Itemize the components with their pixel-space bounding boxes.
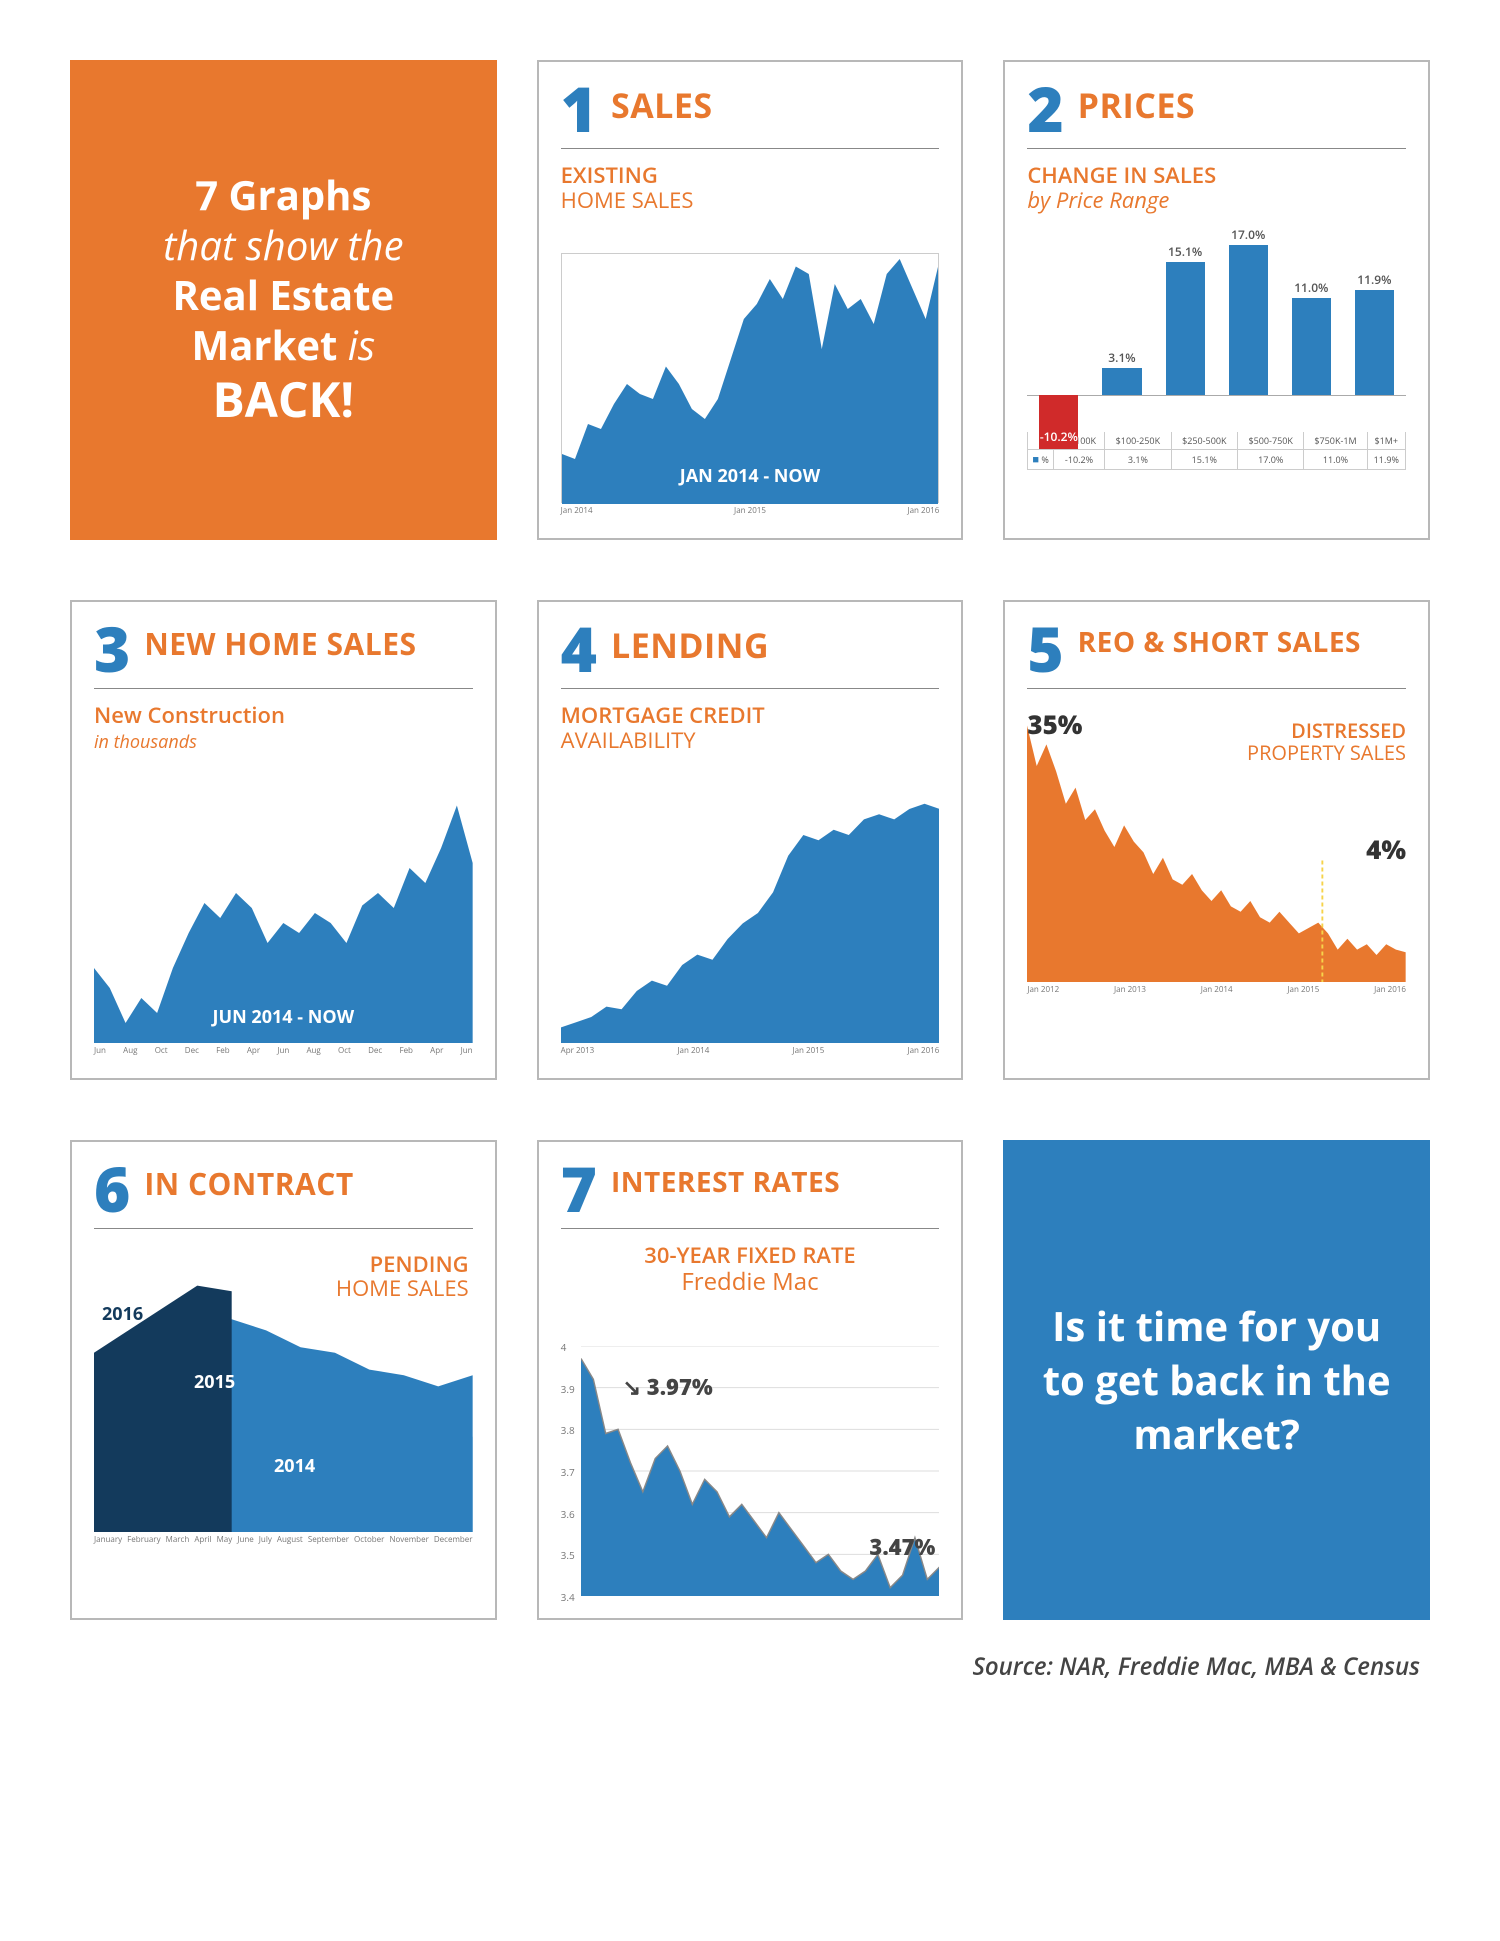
- panel-rates-subtitle: 30-YEAR FIXED RATE Freddie Mac: [561, 1243, 940, 1296]
- panel-contract: 6 IN CONTRACT PENDINGHOME SALES 2016 2015 2…: [70, 1140, 497, 1620]
- panel-reo-title: REO & SHORT SALES: [1078, 622, 1361, 657]
- contract-chart: PENDINGHOME SALES 2016 2015 2014 JanuaryFebr…: [94, 1252, 473, 1596]
- newhome-chart: JUN 2014 - NOW JunAugOctDecFebAprJunAugOc…: [94, 793, 473, 1056]
- divider: [94, 688, 473, 689]
- panel-contract-number: 6: [94, 1162, 130, 1218]
- rates-chart: 43.93.83.73.63.53.4↘ 3.97%3.47%: [561, 1346, 940, 1596]
- reo-subtitle: DISTRESSEDPROPERTY SALES: [1247, 720, 1406, 764]
- panel-newhome-header: 3 NEW HOME SALES: [94, 622, 473, 678]
- panel-lending-title: LENDING: [611, 622, 769, 664]
- label-2014: 2014: [274, 1454, 315, 1478]
- panel-contract-header: 6 IN CONTRACT: [94, 1162, 473, 1218]
- price-bar: 11.0%: [1280, 298, 1343, 395]
- intro-is: is: [348, 317, 375, 372]
- price-bar: 3.1%: [1090, 368, 1153, 395]
- panel-sales-title: SALES: [611, 82, 713, 124]
- outro-text: Is it time for you to get back in the ma…: [1033, 1299, 1400, 1461]
- divider: [1027, 688, 1406, 689]
- x-axis: Jan 2014Jan 2015Jan 2016: [561, 505, 940, 516]
- divider: [561, 1228, 940, 1229]
- intro-line4: BACK!: [213, 367, 355, 432]
- divider: [561, 148, 940, 149]
- label-2015: 2015: [194, 1370, 235, 1394]
- panel-prices-number: 2: [1027, 82, 1063, 138]
- rate-end-label: 3.47%: [869, 1532, 935, 1562]
- panel-prices-title: PRICES: [1078, 82, 1195, 124]
- x-axis: Apr 2013Jan 2014Jan 2015Jan 2016: [561, 1045, 940, 1056]
- sales-range-label: JAN 2014 - NOW: [562, 464, 939, 488]
- panel-sales-number: 1: [561, 82, 597, 138]
- divider: [94, 1228, 473, 1229]
- panel-newhome: 3 NEW HOME SALES New Construction in tho…: [70, 600, 497, 1080]
- panel-sales: 1 SALES EXISTING HOME SALES JAN 2014 - N…: [537, 60, 964, 540]
- panel-lending-subtitle: MORTGAGE CREDIT AVAILABILITY: [561, 703, 940, 754]
- x-axis: JanuaryFebruaryMarchAprilMayJuneJulyAugu…: [94, 1534, 473, 1545]
- intro-line3a: Real Estate: [173, 267, 395, 322]
- divider: [1027, 148, 1406, 149]
- divider: [561, 688, 940, 689]
- panel-newhome-number: 3: [94, 622, 130, 678]
- panel-lending-number: 4: [561, 622, 597, 678]
- price-table: $0-100K$100-250K$250-500K$500-750K$750K-…: [1027, 432, 1406, 470]
- panel-newhome-title: NEW HOME SALES: [144, 622, 416, 660]
- panel-rates-title: INTEREST RATES: [611, 1162, 840, 1197]
- price-bar: 15.1%: [1154, 262, 1217, 395]
- panel-rates: 7 INTEREST RATES 30-YEAR FIXED RATE Fred…: [537, 1140, 964, 1620]
- panel-reo: 5 REO & SHORT SALES 35% 4% DISTRESSEDPROPE…: [1003, 600, 1430, 1080]
- x-axis: JunAugOctDecFebAprJunAugOctDecFebAprJun: [94, 1045, 473, 1056]
- price-bar: 17.0%: [1217, 245, 1280, 395]
- intro-text: 7 Graphs that show the Real Estate Marke…: [163, 170, 403, 430]
- panel-rates-number: 7: [561, 1162, 597, 1218]
- panel-lending-header: 4 LENDING: [561, 622, 940, 678]
- panel-sales-header: 1 SALES: [561, 82, 940, 138]
- source-label: Source: NAR, Freddie Mac, MBA & Census: [70, 1650, 1430, 1683]
- intro-line2: that show the: [163, 217, 403, 272]
- price-bar: 11.9%: [1343, 290, 1406, 395]
- intro-line1: 7 Graphs: [195, 167, 371, 222]
- intro-panel: 7 Graphs that show the Real Estate Marke…: [70, 60, 497, 540]
- rate-start-label: ↘ 3.97%: [623, 1372, 713, 1402]
- newhome-range-label: JUN 2014 - NOW: [94, 1005, 473, 1029]
- reo-end-label: 4%: [1366, 831, 1406, 867]
- panel-contract-title: IN CONTRACT: [144, 1162, 353, 1200]
- prices-chart: -10.2% 3.1% 15.1% 17.0% 11.0% 11.9% $0-1…: [1027, 246, 1406, 516]
- panel-prices: 2 PRICES CHANGE IN SALES by Price Range …: [1003, 60, 1430, 540]
- panel-prices-header: 2 PRICES: [1027, 82, 1406, 138]
- outro-panel: Is it time for you to get back in the ma…: [1003, 1140, 1430, 1620]
- panel-prices-subtitle: CHANGE IN SALES by Price Range: [1027, 163, 1406, 214]
- reo-chart: 35%4%DISTRESSEDPROPERTY SALESJan 2012Jan…: [1027, 712, 1406, 1056]
- infographic-grid: 7 Graphs that show the Real Estate Marke…: [70, 60, 1430, 1620]
- panel-rates-header: 7 INTEREST RATES: [561, 1162, 940, 1218]
- panel-reo-number: 5: [1027, 622, 1063, 678]
- x-axis: Jan 2012Jan 2013Jan 2014Jan 2015Jan 2016: [1027, 984, 1406, 995]
- panel-newhome-subtitle: New Construction in thousands: [94, 703, 473, 754]
- sales-chart: JAN 2014 - NOW Jan 2014Jan 2015Jan 2016: [561, 253, 940, 516]
- panel-reo-header: 5 REO & SHORT SALES: [1027, 622, 1406, 678]
- lending-chart: Apr 2013Jan 2014Jan 2015Jan 2016: [561, 783, 940, 1056]
- intro-line3b: Market: [192, 317, 338, 372]
- reo-start-label: 35%: [1027, 706, 1082, 742]
- panel-lending: 4 LENDING MORTGAGE CREDIT AVAILABILITY A…: [537, 600, 964, 1080]
- label-2016: 2016: [102, 1302, 143, 1326]
- panel-sales-subtitle: EXISTING HOME SALES: [561, 163, 940, 214]
- contract-subtitle: PENDINGHOME SALES: [336, 1252, 469, 1300]
